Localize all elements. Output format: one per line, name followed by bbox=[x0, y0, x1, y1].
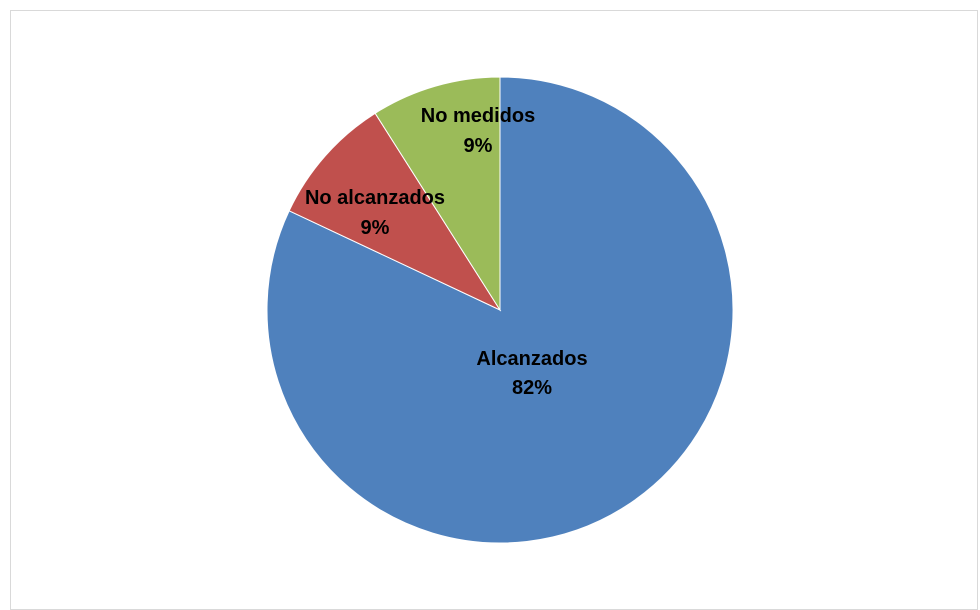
slice-label-no-alcanzados-pct: 9% bbox=[361, 217, 390, 239]
slice-label-no-alcanzados-name: No alcanzados bbox=[305, 187, 445, 209]
pie-slice-no-alcanzados bbox=[288, 112, 502, 312]
slice-label-alcanzados-pct: 82% bbox=[512, 377, 552, 399]
slice-label-no-medidos-name: No medidos bbox=[421, 105, 535, 127]
slice-labels: Alcanzados 82% No alcanzados 9% No medid… bbox=[305, 105, 588, 399]
slice-label-alcanzados-name: Alcanzados bbox=[476, 348, 587, 370]
slice-label-no-medidos-pct: 9% bbox=[464, 135, 493, 157]
pie-slices bbox=[266, 76, 734, 544]
pie-slice-no-medidos bbox=[374, 76, 501, 312]
